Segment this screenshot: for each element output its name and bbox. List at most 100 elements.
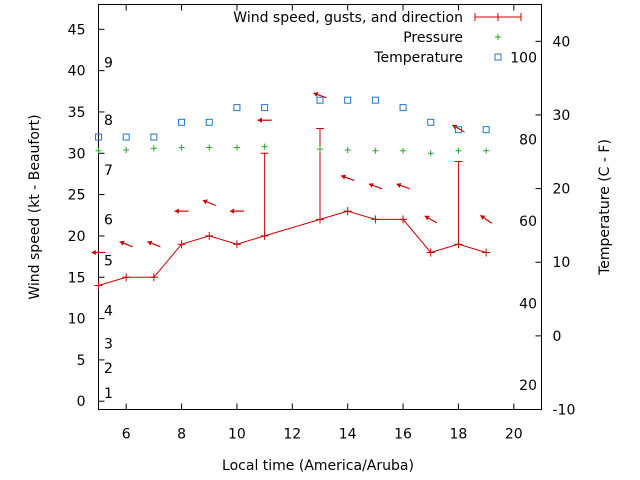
wind-gust-bar <box>260 152 269 236</box>
wind-direction-arrowhead <box>202 199 208 205</box>
pressure-point <box>261 143 268 150</box>
legend-swatch-temperature <box>494 53 502 61</box>
wind-gust-bar <box>454 161 463 245</box>
y-left-tick-label: 25 <box>68 188 86 204</box>
x-tick-label: 12 <box>283 427 301 443</box>
x-tick-label: 14 <box>339 427 357 443</box>
y-left-tick-label: 40 <box>68 64 86 80</box>
legend-swatch-wind <box>474 13 522 21</box>
fahrenheit-label: 20 <box>519 378 537 394</box>
pressure-point <box>206 144 213 151</box>
wind-speed-point <box>343 207 352 216</box>
beaufort-label: 5 <box>104 254 113 270</box>
pressure-point <box>123 146 130 153</box>
temperature-point <box>150 133 158 141</box>
beaufort-label: 3 <box>104 336 113 352</box>
x-tick-label: 10 <box>228 427 246 443</box>
y-left-tick-label: 35 <box>68 105 86 121</box>
temperature-point <box>95 133 102 141</box>
fahrenheit-label: 60 <box>519 214 537 230</box>
y-left-tick-label: 45 <box>68 22 86 38</box>
wind-speed-point <box>122 273 131 282</box>
legend: Wind speed, gusts, and direction Pressure… <box>233 10 522 66</box>
pressure-point <box>233 144 240 151</box>
y-left-tick-label: 5 <box>77 353 86 369</box>
beaufort-label: 9 <box>104 55 113 71</box>
wind-speed-point <box>149 273 158 282</box>
wind-direction-arrowhead <box>480 215 486 220</box>
wind-speed-point <box>399 215 408 224</box>
wind-direction-arrowhead <box>313 92 319 97</box>
wind-direction-arrowhead <box>91 249 96 256</box>
wind-speed-point <box>232 240 241 249</box>
fahrenheit-label: 100 <box>510 51 537 67</box>
y-left-tick-label: 15 <box>68 270 86 286</box>
wind-direction-arrowhead <box>452 124 458 130</box>
wind-direction-arrowhead <box>424 215 430 221</box>
pressure-point <box>455 147 462 154</box>
wind-speed-point <box>94 281 103 290</box>
beaufort-label: 1 <box>104 386 113 402</box>
temperature-point <box>122 133 130 141</box>
pressure-point <box>427 150 434 157</box>
wind-direction-arrowhead <box>119 240 125 246</box>
pressure-point <box>483 147 490 154</box>
temperature-point <box>261 104 269 112</box>
wind-speed-point <box>426 248 435 257</box>
legend-swatch-pressure <box>495 34 501 40</box>
temperature-point <box>454 126 462 134</box>
temperature-point <box>205 118 213 126</box>
wind-speed-line <box>98 210 487 286</box>
x-tick-label: 18 <box>450 427 468 443</box>
beaufort-label: 8 <box>104 113 113 129</box>
x-tick-label: 16 <box>394 427 412 443</box>
pressure-point <box>317 146 323 153</box>
y-left-tick-label: 10 <box>68 312 86 328</box>
temperature-point <box>399 104 407 112</box>
wind-direction-arrowhead <box>229 208 235 214</box>
beaufort-label: 7 <box>104 163 113 179</box>
temperature-point <box>233 104 241 112</box>
temperature-point <box>482 126 490 134</box>
beaufort-label: 6 <box>104 212 113 228</box>
wind-direction-arrowhead <box>257 117 262 123</box>
y-right-tick-label: 30 <box>553 108 571 124</box>
temperature-point <box>178 118 186 126</box>
wind-speed-point <box>482 248 491 257</box>
y-left-tick-label: 30 <box>68 146 86 162</box>
wind-direction-arrowhead <box>174 208 179 214</box>
pressure-point <box>178 144 185 151</box>
legend-label: Pressure <box>403 30 463 46</box>
wind-direction-arrowhead <box>147 240 153 246</box>
y-right-tick-label: 40 <box>553 34 571 50</box>
y-right-tick-label: 0 <box>553 329 562 345</box>
y-left-tick-label: 0 <box>77 394 86 410</box>
y-right-tick-label: -10 <box>553 403 576 419</box>
temperature-point <box>316 96 324 104</box>
fahrenheit-label: 80 <box>519 132 537 148</box>
legend-label: Wind speed, gusts, and direction <box>233 10 463 26</box>
x-tick-label: 20 <box>505 427 523 443</box>
wind-speed-point <box>371 215 380 224</box>
y-right-tick-label: 10 <box>553 255 571 271</box>
wind-speed-point <box>205 231 214 240</box>
temperature-point <box>427 118 435 126</box>
axis-ticks: 6 8 10 12 14 16 18 20051015202530354045-1001020… <box>68 4 576 443</box>
beaufort-label: 2 <box>104 361 113 377</box>
pressure-point <box>344 146 351 153</box>
y-left-tick-label: 20 <box>68 229 86 245</box>
beaufort-label: 4 <box>104 303 113 319</box>
temperature-point <box>371 96 379 104</box>
x-axis-label: Local time (America/Aruba) <box>222 458 414 474</box>
x-tick-label: 8 <box>177 427 186 443</box>
series-layer: 1 2 3 4 5 6 7 8 9 20 40 60 80 100 <box>91 51 537 402</box>
temperature-point <box>344 96 352 104</box>
pressure-point <box>95 147 102 154</box>
pressure-point <box>400 147 407 154</box>
wind-direction-arrowhead <box>396 182 402 188</box>
wind-gust-bar <box>316 127 324 220</box>
legend-label: Temperature <box>373 50 463 66</box>
x-tick-label: 6 <box>122 427 131 443</box>
